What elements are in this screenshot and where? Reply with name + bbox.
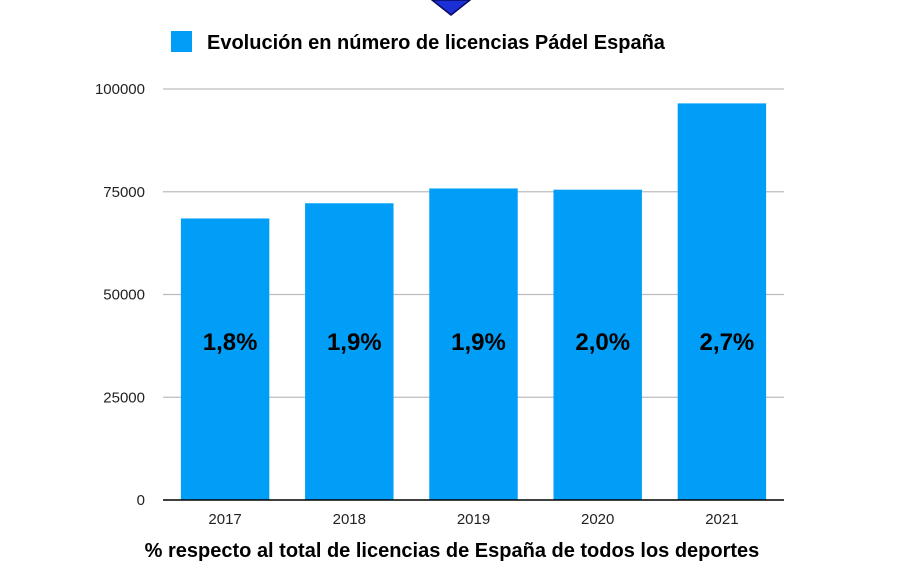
x-tick-label: 2018 xyxy=(333,511,366,528)
x-tick-label: 2021 xyxy=(705,511,738,528)
bar-labels: 1,8% 1,9% 1,9% 2,0% 2,7% xyxy=(203,329,755,356)
bar xyxy=(305,203,394,500)
x-tick-label: 2017 xyxy=(208,511,241,528)
y-tick-label: 75000 xyxy=(103,184,145,201)
legend-label: Evolución en número de licencias Pádel E… xyxy=(207,32,666,54)
bars xyxy=(180,103,767,500)
x-axis-ticks: 2017 2018 2019 2020 2021 xyxy=(208,511,738,528)
x-tick-label: 2019 xyxy=(457,511,490,528)
bar-data-label: 2,0% xyxy=(575,329,630,356)
x-tick-label: 2020 xyxy=(581,511,614,528)
bar xyxy=(429,188,518,500)
y-axis-ticks: 0 25000 50000 75000 100000 xyxy=(95,81,145,509)
bar xyxy=(553,189,642,500)
bar-data-label: 1,8% xyxy=(203,329,258,356)
bar-data-label: 2,7% xyxy=(700,329,755,356)
x-axis-title: % respecto al total de licencias de Espa… xyxy=(145,540,760,562)
bar xyxy=(677,103,767,500)
legend-swatch xyxy=(171,31,192,52)
y-tick-label: 25000 xyxy=(103,389,145,406)
top-marker-icon xyxy=(430,0,472,16)
y-tick-label: 100000 xyxy=(95,81,145,98)
y-tick-label: 50000 xyxy=(103,287,145,304)
bar-data-label: 1,9% xyxy=(451,329,506,356)
bar xyxy=(180,218,270,500)
bar-data-label: 1,9% xyxy=(327,329,382,356)
y-tick-label: 0 xyxy=(137,492,145,509)
